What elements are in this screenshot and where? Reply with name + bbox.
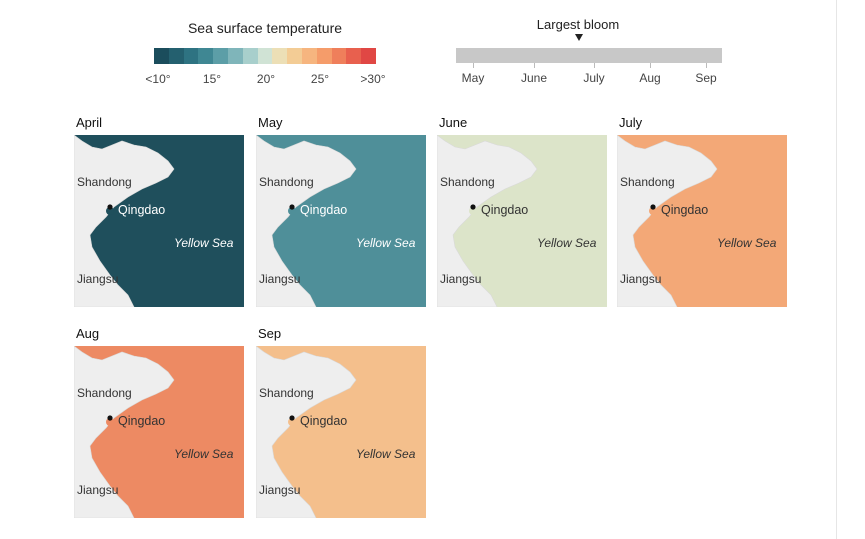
bloom-peak-marker <box>575 34 583 41</box>
qingdao-location-dot <box>107 204 113 210</box>
land-mass <box>74 346 175 518</box>
temperature-swatch <box>198 48 214 64</box>
jiaozhou-bay <box>649 207 657 215</box>
province-label-jiangsu: Jiangsu <box>440 272 482 286</box>
province-label-shandong: Shandong <box>259 386 314 400</box>
temperature-tick-label: >30° <box>360 72 386 86</box>
qingdao-location-dot <box>289 415 295 421</box>
map-july: Shandong Qingdao Yellow Sea Jiangsu <box>617 135 787 307</box>
jiaozhou-bay <box>288 207 296 215</box>
city-label-qingdao: Qingdao <box>661 203 709 217</box>
sea-label-yellow-sea: Yellow Sea <box>174 236 234 250</box>
temperature-tick-label: 15° <box>202 72 222 86</box>
temperature-swatch <box>227 48 243 64</box>
province-label-shandong: Shandong <box>77 386 132 400</box>
land-mass <box>74 135 175 307</box>
temperature-swatch <box>287 48 302 64</box>
temperature-swatch <box>361 48 376 64</box>
bloom-month-label: June <box>520 71 548 85</box>
city-label-qingdao: Qingdao <box>481 203 529 217</box>
qingdao-location-dot <box>470 204 476 210</box>
sea-label-yellow-sea: Yellow Sea <box>717 236 777 250</box>
bloom-month-label: Sep <box>695 71 717 85</box>
land-mass <box>256 135 357 307</box>
bloom-tick <box>706 63 707 68</box>
bloom-month-label: May <box>461 71 485 85</box>
panel-title: April <box>76 115 103 130</box>
province-label-shandong: Shandong <box>440 175 495 189</box>
land-mass <box>617 135 718 307</box>
province-label-jiangsu: Jiangsu <box>77 272 119 286</box>
land-mass <box>256 346 357 518</box>
map-graphic <box>74 135 244 307</box>
qingdao-location-dot <box>650 204 656 210</box>
temperature-swatch <box>168 48 184 64</box>
jiaozhou-bay <box>106 418 114 426</box>
map-may: Shandong Qingdao Yellow Sea Jiangsu <box>256 135 426 307</box>
temperature-swatch <box>183 48 199 64</box>
bloom-month-label: July <box>583 71 605 85</box>
panel-title: Sep <box>258 326 282 341</box>
map-graphic <box>437 135 607 307</box>
panel-title: July <box>619 115 643 130</box>
temperature-swatch <box>316 48 332 64</box>
temperature-swatch <box>242 48 258 64</box>
city-label-qingdao: Qingdao <box>300 414 348 428</box>
city-label-qingdao: Qingdao <box>300 203 348 217</box>
land-mass <box>437 135 538 307</box>
map-june: Shandong Qingdao Yellow Sea Jiangsu <box>437 135 607 307</box>
city-label-qingdao: Qingdao <box>118 414 166 428</box>
qingdao-location-dot <box>107 415 113 421</box>
qingdao-location-dot <box>289 204 295 210</box>
temperature-swatch <box>301 48 317 64</box>
province-label-shandong: Shandong <box>620 175 675 189</box>
map-graphic <box>256 135 426 307</box>
temperature-swatch <box>272 48 288 64</box>
panel-title: Aug <box>76 326 100 341</box>
bloom-legend-title: Largest bloom <box>536 17 620 32</box>
sea-label-yellow-sea: Yellow Sea <box>356 236 416 250</box>
bloom-tick <box>534 63 535 68</box>
province-label-shandong: Shandong <box>77 175 132 189</box>
temperature-tick-labels: <10° 15° 20° 25° >30° <box>140 72 390 88</box>
map-graphic <box>617 135 787 307</box>
bloom-tick <box>594 63 595 68</box>
province-label-jiangsu: Jiangsu <box>259 483 301 497</box>
temperature-tick-label: <10° <box>145 72 171 86</box>
bloom-month-label: Aug <box>639 71 661 85</box>
jiaozhou-bay <box>106 207 114 215</box>
temperature-swatch <box>213 48 228 64</box>
temperature-tick-label: 25° <box>310 72 330 86</box>
map-april: Shandong Qingdao Yellow Sea Jiangsu <box>74 135 244 307</box>
map-graphic <box>74 346 244 518</box>
temperature-legend-title: Sea surface temperature <box>187 20 343 36</box>
sea-label-yellow-sea: Yellow Sea <box>537 236 597 250</box>
temperature-color-scale <box>154 48 376 64</box>
sea-label-yellow-sea: Yellow Sea <box>356 447 416 461</box>
map-aug: Shandong Qingdao Yellow Sea Jiangsu <box>74 346 244 518</box>
bloom-tick <box>473 63 474 68</box>
bloom-tick <box>650 63 651 68</box>
temperature-swatch <box>257 48 273 64</box>
bloom-timeline-bar <box>456 48 722 63</box>
map-graphic <box>256 346 426 518</box>
city-label-qingdao: Qingdao <box>118 203 166 217</box>
temperature-tick-label: 20° <box>256 72 276 86</box>
sea-label-yellow-sea: Yellow Sea <box>174 447 234 461</box>
panel-title: June <box>439 115 468 130</box>
province-label-jiangsu: Jiangsu <box>77 483 119 497</box>
temperature-swatch <box>331 48 347 64</box>
jiaozhou-bay <box>469 207 477 215</box>
province-label-shandong: Shandong <box>259 175 314 189</box>
province-label-jiangsu: Jiangsu <box>620 272 662 286</box>
temperature-swatch <box>346 48 362 64</box>
jiaozhou-bay <box>288 418 296 426</box>
temperature-swatch <box>154 48 169 64</box>
bloom-timeline-legend: Largest bloom May June July Aug Sep <box>450 16 730 96</box>
province-label-jiangsu: Jiangsu <box>259 272 301 286</box>
panel-title: May <box>258 115 283 130</box>
page-right-border <box>836 0 837 539</box>
map-sep: Shandong Qingdao Yellow Sea Jiangsu <box>256 346 426 518</box>
